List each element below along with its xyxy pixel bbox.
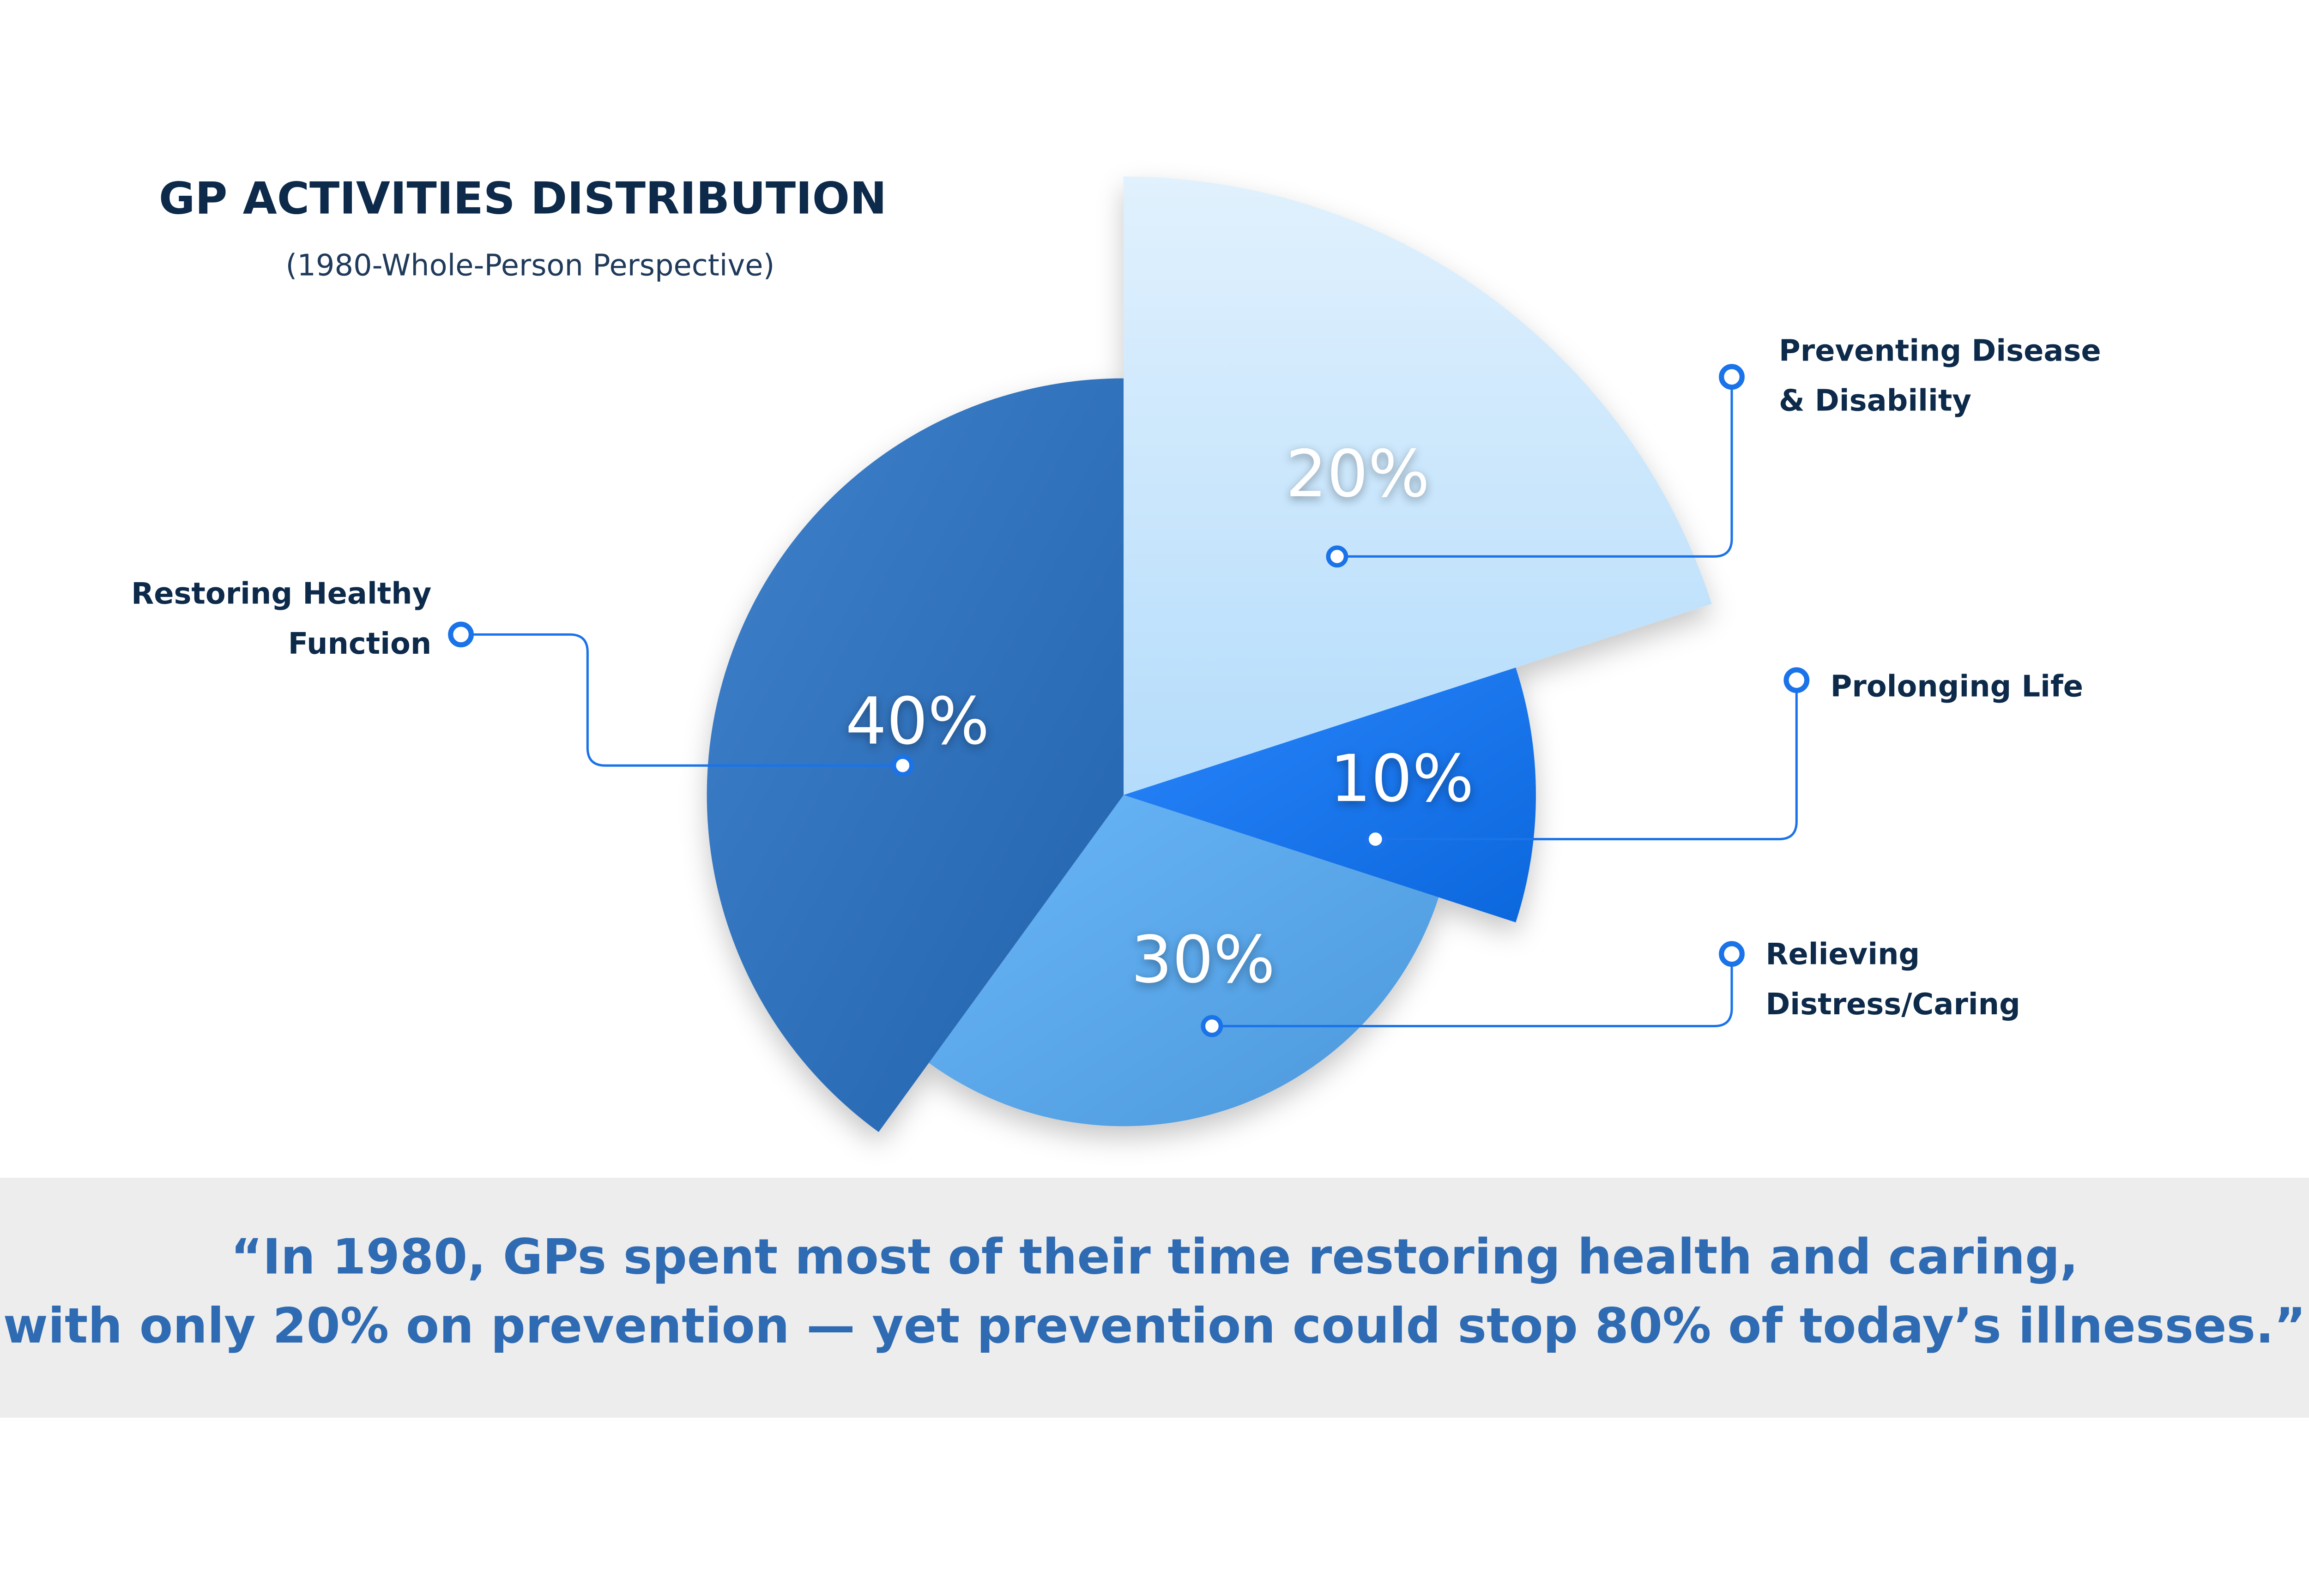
leader-end <box>1719 364 1745 390</box>
value-label: 30% <box>1131 922 1275 998</box>
value-label: 10% <box>1330 741 1474 817</box>
leader-end <box>1719 941 1745 967</box>
quote-band <box>0 1178 2309 1418</box>
quote-line: with only 20% on prevention — yet preven… <box>3 1297 2306 1355</box>
chart-title: GP ACTIVITIES DISTRIBUTION <box>158 174 887 225</box>
leader-dot <box>1326 545 1348 568</box>
leader-end <box>1783 667 1810 693</box>
legend-label: Restoring Healthy Function <box>131 575 432 661</box>
leader-dot <box>891 754 914 777</box>
legend-label: Preventing Disease & Disability <box>1779 332 2101 418</box>
leader-line <box>1212 954 1733 1028</box>
leader-line <box>461 633 903 767</box>
leader-line <box>1375 680 1798 841</box>
leader-dot <box>1201 1015 1223 1037</box>
leader-dot <box>1364 828 1387 850</box>
chart-subtitle: (1980-Whole-Person Perspective) <box>285 247 775 283</box>
legend-label: Prolonging Life <box>1830 668 2084 704</box>
value-label: 40% <box>846 684 990 759</box>
quote-line: “In 1980, GPs spent most of their time r… <box>230 1228 2079 1285</box>
legend-label: Relieving Distress/Caring <box>1765 936 2020 1022</box>
value-label: 20% <box>1286 437 1430 512</box>
leader-end <box>448 621 474 648</box>
leader-line <box>1337 377 1733 558</box>
